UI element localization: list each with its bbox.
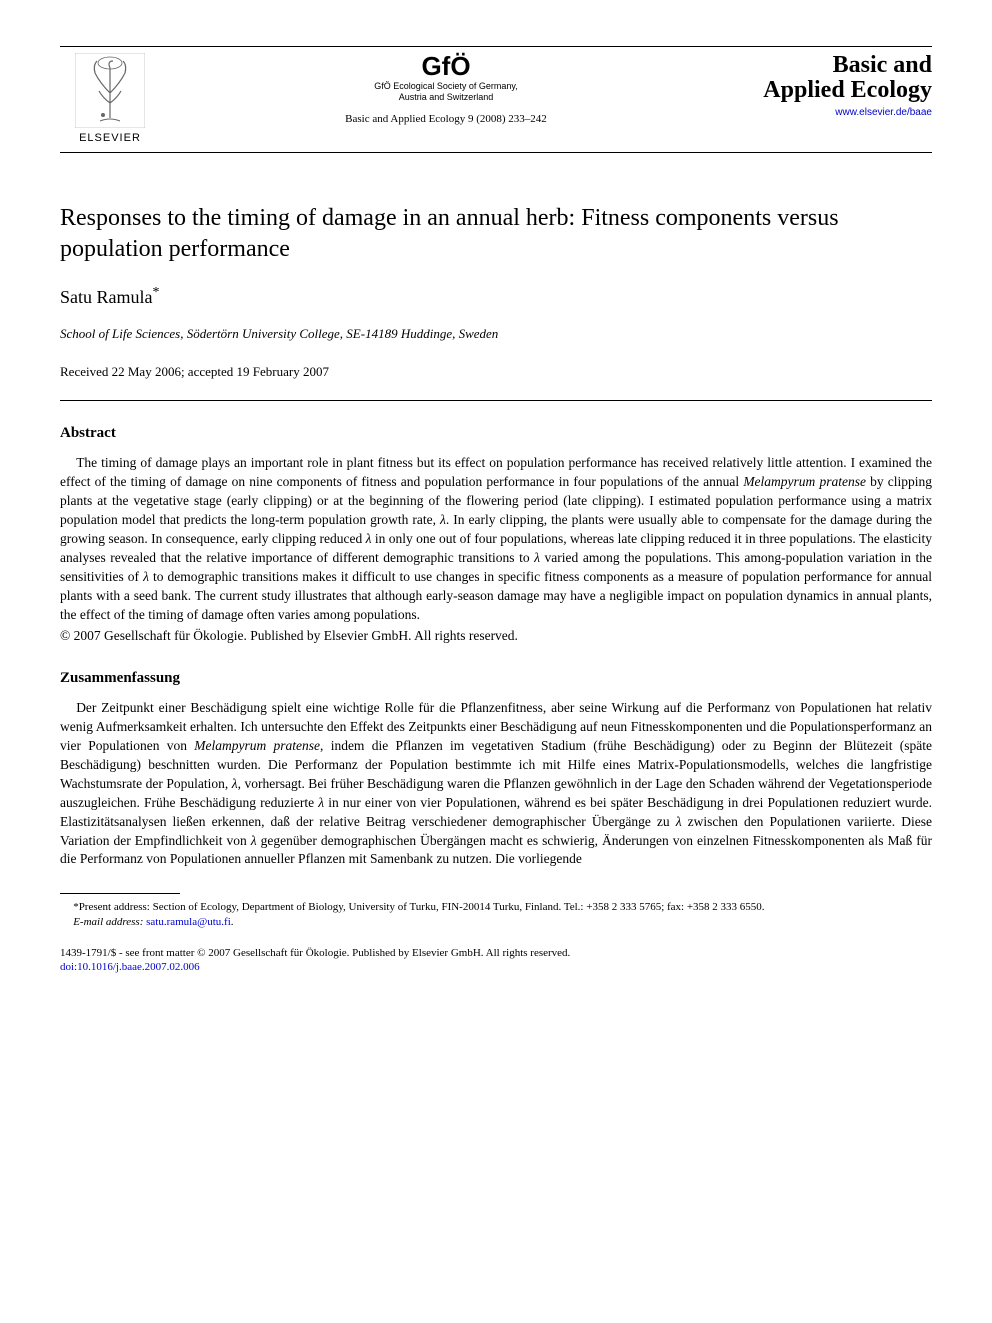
publisher-label: ELSEVIER — [79, 132, 141, 144]
abstract-heading: Abstract — [60, 425, 932, 442]
abstract-copyright: © 2007 Gesellschaft für Ökologie. Publis… — [60, 627, 932, 646]
journal-reference: Basic and Applied Ecology 9 (2008) 233–2… — [345, 113, 547, 125]
journal-title: Basic and Applied Ecology — [763, 53, 932, 103]
society-name: GfÖ Ecological Society of Germany,Austri… — [374, 81, 517, 103]
footnote-email-link[interactable]: satu.ramula@utu.fi — [146, 916, 231, 928]
article-dates: Received 22 May 2006; accepted 19 Februa… — [60, 364, 932, 380]
doi-link[interactable]: doi:10.1016/j.baae.2007.02.006 — [60, 961, 200, 973]
affiliation: School of Life Sciences, Södertörn Unive… — [60, 326, 932, 342]
abstract-text: The timing of damage plays an important … — [60, 454, 932, 624]
footnote-address-label: *Present address: — [73, 901, 150, 913]
zusammenfassung-text: Der Zeitpunkt einer Beschädigung spielt … — [60, 699, 932, 869]
journal-title-line1: Basic and — [833, 52, 932, 78]
pre-abstract-rule — [60, 400, 932, 401]
footnote-rule — [60, 893, 180, 894]
journal-title-block: Basic and Applied Ecology www.elsevier.d… — [732, 53, 932, 118]
footnote-email-suffix: . — [231, 916, 234, 928]
header-bottom-rule — [60, 152, 932, 153]
footnote-address: *Present address: Section of Ecology, De… — [60, 900, 932, 915]
footnote-email: E-mail address: satu.ramula@utu.fi. — [60, 915, 932, 930]
society-block: GfÖ GfÖ Ecological Society of Germany,Au… — [160, 53, 732, 125]
footnote-address-text: Section of Ecology, Department of Biolog… — [150, 901, 765, 913]
article-title: Responses to the timing of damage in an … — [60, 203, 932, 265]
zusammenfassung-heading: Zusammenfassung — [60, 670, 932, 687]
publisher-block: ELSEVIER — [60, 53, 160, 144]
footnote-email-label: E-mail address: — [73, 916, 143, 928]
elsevier-logo-icon — [75, 53, 145, 128]
author-footnote-mark: * — [153, 285, 160, 300]
footer-copyright: 1439-1791/$ - see front matter © 2007 Ge… — [60, 946, 932, 960]
author-line: Satu Ramula* — [60, 285, 932, 308]
journal-url-link[interactable]: www.elsevier.de/baae — [835, 107, 932, 118]
author-name: Satu Ramula — [60, 287, 153, 307]
society-logo: GfÖ — [421, 53, 470, 79]
footer-doi: doi:10.1016/j.baae.2007.02.006 — [60, 960, 932, 974]
header: ELSEVIER GfÖ GfÖ Ecological Society of G… — [60, 53, 932, 144]
top-rule — [60, 46, 932, 47]
journal-title-line2: Applied Ecology — [763, 77, 932, 103]
